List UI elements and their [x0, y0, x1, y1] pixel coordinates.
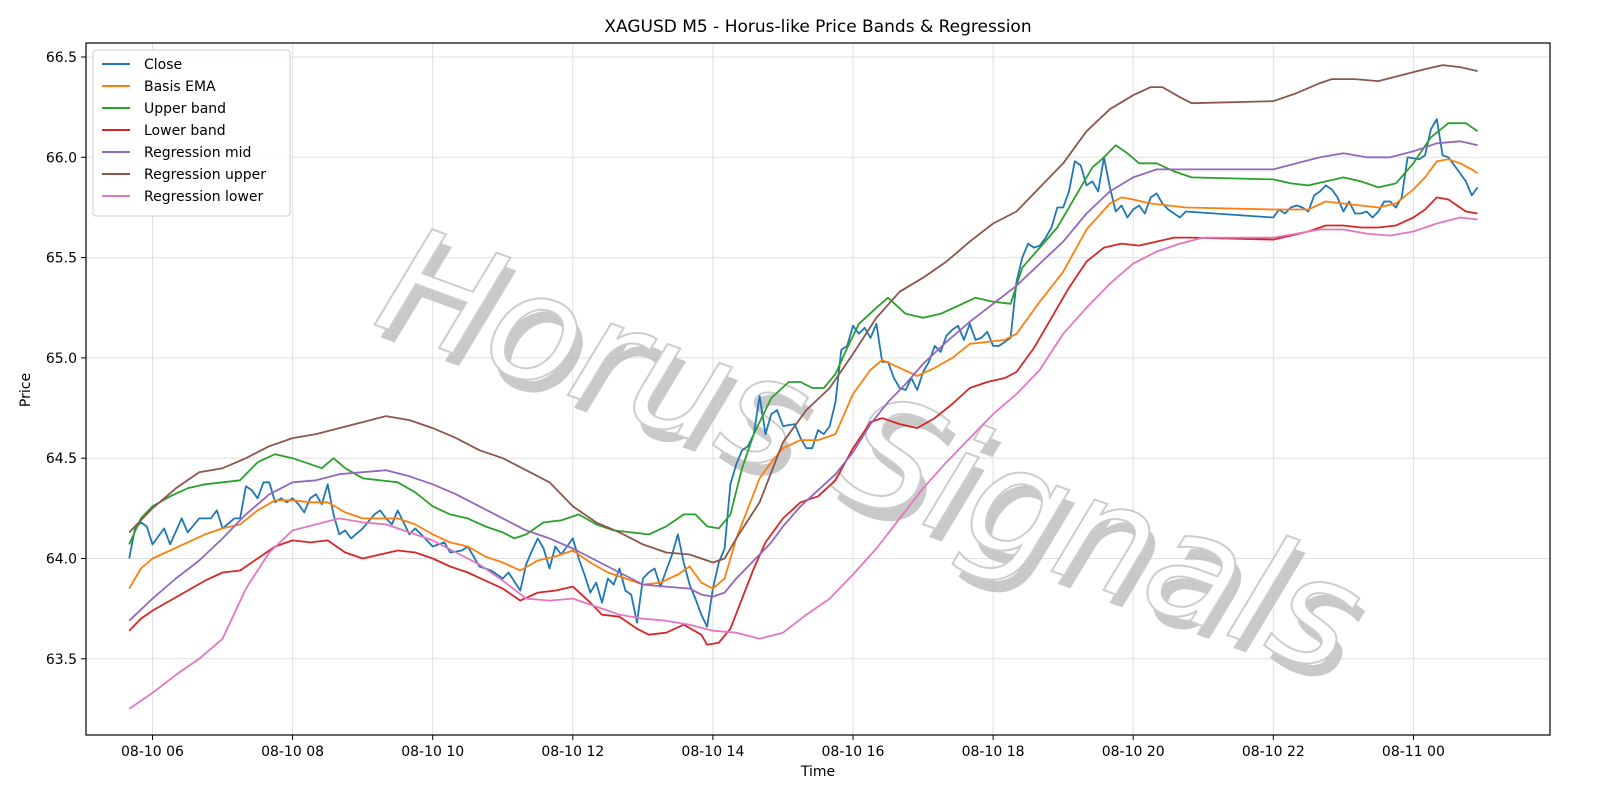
y-tick-label: 65.0: [46, 351, 77, 367]
legend-label: Close: [144, 57, 182, 73]
y-tick-label: 64.0: [46, 552, 77, 568]
legend-label: Regression upper: [144, 167, 266, 183]
y-tick-label: 64.5: [46, 451, 77, 467]
series-line-close: [128, 118, 1479, 628]
series-line-regression-lower: [128, 216, 1478, 710]
y-axis-ticks: 63.5 64.0 64.5 65.0 65.5 66.0 66.5: [46, 50, 86, 668]
series-line-upper-band: [128, 122, 1479, 545]
chart-title: XAGUSD M5 - Horus-like Price Bands & Reg…: [604, 17, 1031, 37]
x-tick-label: 08-10 22: [1242, 744, 1305, 760]
series-lines: [128, 64, 1479, 710]
y-axis-label: Price: [18, 373, 34, 407]
x-tick-label: 08-10 18: [962, 744, 1025, 760]
x-tick-label: 08-10 14: [681, 744, 744, 760]
legend-label: Lower band: [144, 123, 226, 139]
x-tick-label: 08-10 06: [121, 744, 184, 760]
y-tick-label: 66.5: [46, 50, 77, 66]
x-tick-label: 08-11 00: [1382, 744, 1445, 760]
legend: Close Basis EMA Upper band Lower band Regres…: [92, 49, 291, 217]
legend-label: Regression lower: [144, 189, 264, 205]
x-axis-ticks: 08-10 06 08-10 08 08-10 10 08-10 12 08-10 14…: [121, 735, 1445, 760]
legend-box: [92, 49, 291, 217]
series-line-regression-mid: [128, 140, 1478, 622]
y-tick-label: 65.5: [46, 251, 77, 267]
x-tick-label: 08-10 12: [541, 744, 604, 760]
series-line-regression-upper: [128, 64, 1478, 564]
legend-label: Regression mid: [144, 145, 251, 161]
x-tick-label: 08-10 16: [822, 744, 885, 760]
series-line-basis-ema: [128, 158, 1479, 590]
plot-frame: [85, 42, 1551, 736]
x-axis-label: Time: [800, 764, 835, 780]
x-tick-label: 08-10 10: [401, 744, 464, 760]
legend-label: Basis EMA: [144, 79, 216, 95]
x-tick-label: 08-10 20: [1102, 744, 1165, 760]
legend-label: Upper band: [144, 101, 226, 117]
y-tick-label: 63.5: [46, 652, 77, 668]
x-tick-label: 08-10 08: [261, 744, 324, 760]
y-tick-label: 66.0: [46, 150, 77, 166]
